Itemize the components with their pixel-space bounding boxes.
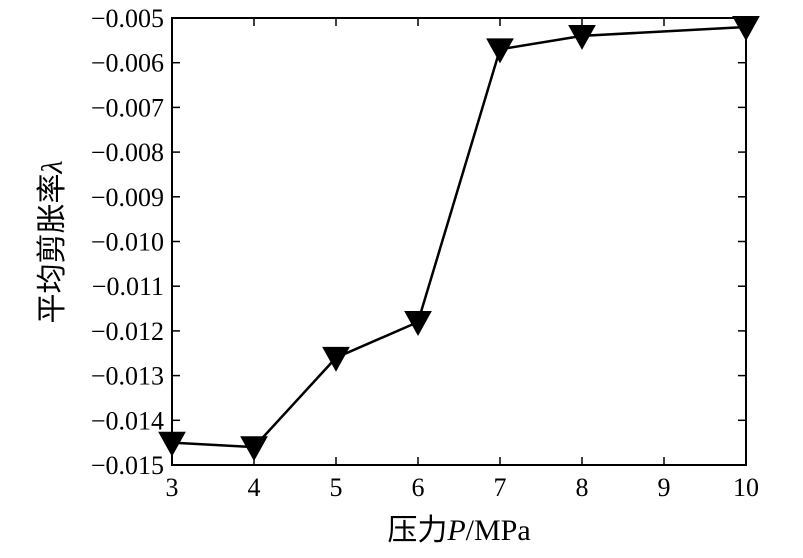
x-axis-label: 压力P/MPa	[387, 514, 530, 547]
y-tick-label: −0.007	[91, 93, 164, 122]
x-tick-label: 5	[330, 473, 343, 502]
x-tick-label: 4	[248, 473, 261, 502]
data-point-marker	[486, 38, 514, 64]
y-tick-label: −0.015	[91, 451, 164, 480]
x-tick-label: 3	[166, 473, 179, 502]
data-point-marker	[158, 431, 186, 457]
data-point-marker	[732, 16, 760, 41]
data-point-marker	[568, 24, 596, 50]
data-point-marker	[404, 311, 432, 336]
y-tick-label: −0.010	[91, 228, 164, 257]
y-tick-label: −0.011	[92, 272, 164, 301]
data-point-marker	[322, 346, 350, 372]
x-tick-label: 7	[494, 473, 507, 502]
y-tick-label: −0.009	[91, 183, 164, 212]
series-line	[171, 25, 747, 449]
x-tick-label: 9	[658, 473, 671, 502]
y-axis-label-symbol: λ	[36, 161, 69, 175]
x-tick-label: 8	[576, 473, 589, 502]
y-axis-label-text: 平均剪胀率	[36, 174, 69, 324]
x-tick-label: 6	[412, 473, 425, 502]
y-tick-label: −0.006	[91, 49, 164, 78]
x-axis-label-unit: /MPa	[466, 514, 531, 547]
y-tick-label: −0.012	[91, 317, 164, 346]
y-axis-label: 平均剪胀率λ	[36, 161, 69, 324]
y-tick-label: −0.008	[91, 138, 164, 167]
ticks: 3 4 5 6 7 8 9 10 −0.005 −0.006 −0.007 −0.008 −0.009 −…	[91, 4, 759, 502]
x-axis-label-symbol: P	[446, 514, 465, 547]
plot-area-frame	[171, 17, 747, 466]
data-point-marker	[240, 436, 268, 462]
series	[158, 16, 760, 462]
y-tick-label: −0.005	[91, 4, 164, 33]
x-tick-label: 10	[733, 473, 759, 502]
y-tick-label: −0.013	[91, 362, 164, 391]
x-axis-label-prefix: 压力	[387, 514, 447, 547]
y-tick-label: −0.014	[91, 406, 164, 435]
